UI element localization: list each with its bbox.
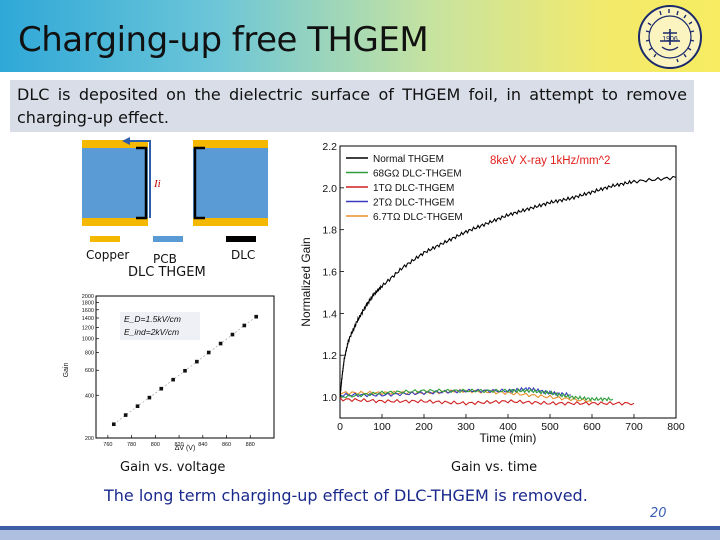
footer-band [0,530,720,540]
gv-annotation-box [120,312,200,340]
gt-x-tick-label: 0 [337,421,343,433]
gt-y-tick-label: 2.0 [322,183,337,195]
description-box: DLC is deposited on the dielectric surfa… [10,80,694,132]
gt-x-tick-label: 400 [499,421,517,433]
gv-x-tick-label: 880 [246,442,255,448]
gv-y-tick-label: 1800 [82,300,94,306]
gv-data-point [112,422,116,427]
gt-legend-label: 2TΩ DLC-THGEM [373,198,454,209]
gv-y-tick-label: 1200 [82,326,94,332]
gv-data-point [159,386,164,391]
gt-y-tick-label: 1.0 [322,392,337,404]
dlc-layer-right [193,146,205,220]
gv-x-tick-label: 820 [174,442,183,448]
copper-bottom-right [193,218,268,226]
page-number: 20 [650,506,667,521]
gt-series-line [339,388,614,402]
gv-data-point [218,341,223,346]
gt-y-tick-label: 1.8 [322,225,337,237]
pcb-label: PCB [153,252,177,266]
copper-swatch [90,236,120,242]
gv-data-point [254,314,258,319]
gt-x-tick-label: 800 [667,421,685,433]
seal-year: 1906 [662,36,678,43]
gt-legend-label: 1TΩ DLC-THGEM [373,183,454,194]
gv-data-point [206,350,211,355]
slide-title: Charging-up free THGEM [18,20,429,60]
conclusion-text: The long term charging-up effect of DLC-… [104,486,588,505]
gain-voltage-caption: Gain vs. voltage [120,460,226,475]
gv-y-tick-label: 600 [85,368,94,374]
gt-x-tick-label: 700 [625,421,643,433]
gv-y-tick-label: 2000 [82,294,94,300]
gv-y-axis-label: Gain [63,363,70,378]
dlc-swatch [226,236,256,242]
copper-top-left [82,140,148,148]
dlc-label: DLC [231,248,256,262]
gt-x-tick-label: 600 [583,421,601,433]
gv-y-tick-label: 1600 [82,308,94,314]
gv-data-point [195,359,199,364]
copper-bottom-left [82,218,148,226]
gv-data-point [171,377,175,382]
gt-x-tick-label: 500 [541,421,559,433]
diagram-title: DLC THGEM [128,265,206,280]
gt-annotation: 8keV X-ray 1kHz/mm^2 [490,155,610,167]
gv-data-point [147,395,152,400]
current-label: Ii [153,178,161,190]
gain-time-caption: Gain vs. time [451,460,538,475]
gv-annotation-eind: E_ind=2kV/cm [124,327,179,337]
gt-y-tick-label: 2.2 [322,141,337,153]
gt-y-axis-label: Normalized Gain [299,237,313,326]
gain-time-chart: 1.0 1.2 1.4 1.6 1.8 2.0 2.2 0 100 200 300 400 500 60… [299,141,685,445]
gt-x-tick-label: 100 [373,421,391,433]
gv-data-point [230,332,235,337]
gt-series-line [339,397,635,406]
gv-x-tick-label: 760 [103,442,112,448]
gv-y-tick-label: 1000 [82,337,94,343]
current-arrow-head [122,137,130,145]
gv-y-tick-label: 1400 [82,316,94,322]
gv-x-axis-label: ΔV (V) [175,445,196,452]
copper-top-right [193,140,268,148]
copper-label: Copper [86,248,130,262]
gv-x-tick-label: 780 [127,442,136,448]
gt-x-axis-label: Time (min) [480,431,537,445]
dlc-layer-left [136,146,148,220]
gv-y-tick-label: 400 [85,393,94,399]
gv-data-point [242,323,247,328]
gt-series-line [339,175,677,398]
current-path-arrow [130,140,151,218]
description-text: DLC is deposited on the dielectric surfa… [17,85,687,127]
footer-line [0,526,720,530]
pcb-right [193,148,268,218]
gt-legend-label: 6.7TΩ DLC-THGEM [373,212,463,223]
gt-y-tick-label: 1.6 [322,267,337,279]
pcb-swatch [153,236,183,242]
gv-y-tick-label: 200 [85,436,94,442]
gv-annotation-ed: E_D=1.5kV/cm [124,314,181,324]
gv-data-point [135,404,140,408]
dlc-thgem-diagram: Ii [82,137,268,226]
gt-legend-label: 68GΩ DLC-THGEM [373,169,462,180]
pcb-left [82,148,148,218]
gv-x-tick-label: 840 [198,442,207,448]
gt-plot-frame [339,145,677,419]
gv-data-point [123,413,128,417]
gt-legend-label: Normal THGEM [373,154,444,165]
gt-x-tick-label: 300 [457,421,475,433]
title-bar: Charging-up free THGEM 1906 [0,0,720,72]
gt-y-tick-label: 1.2 [322,350,337,362]
university-seal-icon: 1906 [638,5,702,69]
gt-x-tick-label: 200 [415,421,433,433]
gv-data-point [183,368,187,373]
gt-y-tick-label: 1.4 [322,308,337,320]
gv-x-tick-label: 860 [222,442,231,448]
gv-y-tick-label: 800 [85,351,94,357]
gv-x-tick-label: 800 [151,442,160,448]
